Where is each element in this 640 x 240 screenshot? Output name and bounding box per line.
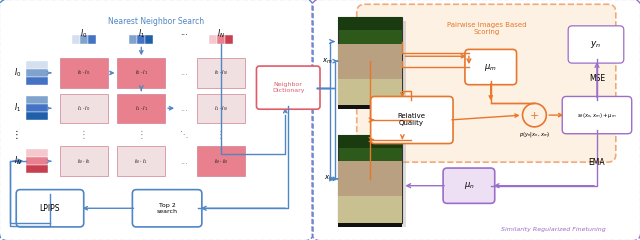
Text: ⋮: ⋮ (136, 130, 146, 140)
Bar (217, 35, 225, 44)
Text: ⋮: ⋮ (79, 130, 88, 140)
Bar (80, 35, 88, 44)
Text: Relative
Quality: Relative Quality (397, 114, 426, 126)
Text: ...: ... (180, 68, 188, 78)
Bar (342, 139, 406, 227)
Bar (138, 35, 145, 44)
Bar (26, 61, 48, 69)
Text: $I_0 \cdot I_0$: $I_0 \cdot I_0$ (77, 68, 90, 77)
Text: $x_n$: $x_n$ (324, 174, 333, 183)
Bar (338, 135, 403, 223)
Text: $I_1 \cdot I_1$: $I_1 \cdot I_1$ (134, 104, 148, 113)
FancyBboxPatch shape (257, 66, 320, 109)
Text: $I_1 \cdot I_N$: $I_1 \cdot I_N$ (214, 104, 228, 113)
FancyBboxPatch shape (465, 49, 516, 85)
Text: $+$: $+$ (529, 110, 540, 120)
Text: Nearest Neighbor Search: Nearest Neighbor Search (108, 17, 204, 26)
Text: $p(y_n|x_n, x_m)$: $p(y_n|x_n, x_m)$ (518, 130, 550, 139)
Bar (338, 79, 403, 105)
Text: $I_0$: $I_0$ (14, 67, 22, 79)
Text: ⋱: ⋱ (180, 130, 188, 139)
Bar (60, 58, 108, 88)
FancyBboxPatch shape (371, 96, 453, 144)
FancyBboxPatch shape (568, 26, 624, 63)
Bar (26, 69, 48, 77)
Bar (209, 35, 217, 44)
Text: $I_N \cdot I_0$: $I_N \cdot I_0$ (77, 157, 91, 166)
Text: $I_0$: $I_0$ (80, 28, 88, 40)
Text: Similarity Regularized Finetuning: Similarity Regularized Finetuning (501, 227, 605, 232)
Text: Top 2
search: Top 2 search (157, 203, 178, 214)
Bar (338, 43, 403, 79)
Bar (118, 58, 165, 88)
FancyBboxPatch shape (132, 190, 202, 227)
Text: EMA: EMA (589, 158, 605, 167)
Text: $y_n$: $y_n$ (591, 39, 602, 50)
Text: $I_N$: $I_N$ (217, 28, 225, 40)
Bar (26, 165, 48, 173)
Bar (26, 104, 48, 112)
Text: ⋮: ⋮ (216, 130, 226, 140)
FancyBboxPatch shape (562, 96, 632, 134)
Text: ⋮: ⋮ (12, 130, 21, 140)
Text: $I_N \cdot I_N$: $I_N \cdot I_N$ (214, 157, 228, 166)
Text: Neighbor
Dictionary: Neighbor Dictionary (272, 82, 305, 93)
FancyBboxPatch shape (16, 190, 84, 227)
Bar (338, 105, 403, 109)
Bar (197, 58, 244, 88)
Text: MSE: MSE (589, 74, 605, 83)
Text: $\mu_n$: $\mu_n$ (463, 180, 474, 191)
Text: $x_m$: $x_m$ (322, 57, 333, 66)
Text: $I_1 \cdot I_0$: $I_1 \cdot I_0$ (77, 104, 90, 113)
Bar (338, 17, 403, 105)
Text: $I_0 \cdot I_1$: $I_0 \cdot I_1$ (134, 68, 148, 77)
Text: $I_1$: $I_1$ (14, 102, 21, 114)
Text: LPIPS: LPIPS (40, 204, 60, 213)
Text: ...: ... (180, 28, 188, 37)
Text: $I_N \cdot I_1$: $I_N \cdot I_1$ (134, 157, 148, 166)
Bar (26, 112, 48, 120)
Bar (118, 146, 165, 176)
Bar (342, 21, 406, 109)
Bar (26, 96, 48, 104)
Bar (118, 94, 165, 123)
Bar (60, 94, 108, 123)
Bar (129, 35, 138, 44)
Bar (145, 35, 153, 44)
Bar (72, 35, 80, 44)
Bar (225, 35, 232, 44)
Bar (338, 161, 403, 197)
Bar (88, 35, 95, 44)
Text: ...: ... (180, 157, 188, 166)
Text: $I_N$: $I_N$ (14, 155, 22, 168)
Bar (338, 17, 403, 30)
Bar (338, 135, 403, 148)
Bar (26, 157, 48, 165)
Bar (60, 146, 108, 176)
Bar (26, 77, 48, 85)
FancyBboxPatch shape (443, 168, 495, 203)
Bar (197, 94, 244, 123)
Bar (197, 146, 244, 176)
Text: ...: ... (180, 104, 188, 113)
Text: $s_\theta(x_n, x_m) + \mu_m$: $s_\theta(x_n, x_m) + \mu_m$ (577, 111, 617, 120)
Bar (338, 197, 403, 223)
Text: $I_0 \cdot I_N$: $I_0 \cdot I_N$ (214, 68, 228, 77)
Bar (26, 150, 48, 157)
Bar (338, 223, 403, 227)
FancyBboxPatch shape (356, 4, 616, 162)
Text: $\mu_m$: $\mu_m$ (484, 61, 497, 72)
Text: $I_1$: $I_1$ (138, 28, 145, 40)
Text: Pairwise Images Based
Scoring: Pairwise Images Based Scoring (447, 22, 527, 35)
